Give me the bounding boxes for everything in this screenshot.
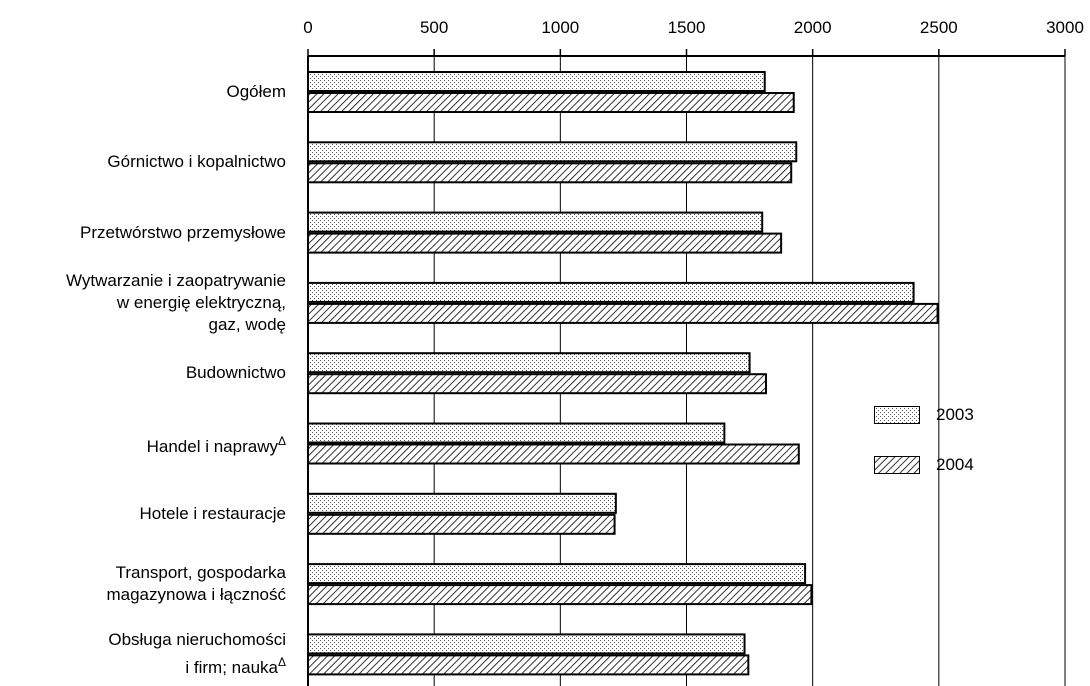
bar-2004-7 bbox=[307, 584, 813, 606]
category-label-line: gaz, wodę bbox=[66, 314, 287, 336]
category-label-line: Hotele i restauracje bbox=[140, 503, 286, 525]
category-label-text: Górnictwo i kopalnictwo bbox=[107, 152, 286, 172]
category-label-0: Ogółem bbox=[226, 81, 286, 103]
tick-label-3000: 3000 bbox=[1046, 18, 1084, 37]
bar-2003-3 bbox=[307, 281, 915, 303]
category-label-text: Transport, gospodarka bbox=[115, 563, 286, 583]
category-label-line: Wytwarzanie i zaopatrywanie bbox=[66, 270, 286, 292]
legend-label-2004: 2004 bbox=[936, 455, 974, 474]
tick-label-500: 500 bbox=[419, 18, 449, 37]
category-label-8: Obsługa nieruchomości i firm; naukaΔ bbox=[108, 630, 286, 680]
category-label-line: Ogółem bbox=[226, 81, 286, 103]
legend-label-2003: 2003 bbox=[936, 405, 974, 424]
category-label-7: Transport, gospodarka magazynowa i łączno… bbox=[106, 562, 286, 606]
bar-2004-6 bbox=[307, 513, 616, 535]
tick-label-2500: 2500 bbox=[919, 18, 958, 37]
bar-2004-3 bbox=[307, 302, 939, 324]
category-label-line: Transport, gospodarka bbox=[106, 562, 286, 584]
bar-2003-1 bbox=[307, 141, 798, 163]
category-label-2: Przetwórstwo przemysłowe bbox=[80, 222, 286, 244]
bar-2003-2 bbox=[307, 211, 764, 233]
bar-2004-0 bbox=[307, 92, 795, 113]
category-label-text: magazynowa i łączność bbox=[106, 585, 286, 605]
tick-label-2000: 2000 bbox=[793, 18, 832, 37]
category-label-line: Obsługa nieruchomości bbox=[108, 630, 286, 652]
legend-swatch-2004 bbox=[874, 456, 920, 474]
tick-label-0: 0 bbox=[303, 18, 313, 37]
category-label-text: gaz, wodę bbox=[208, 314, 287, 334]
bar-2003-4 bbox=[307, 352, 751, 374]
category-label-line: Przetwórstwo przemysłowe bbox=[80, 222, 286, 244]
bar-2003-7 bbox=[307, 563, 807, 585]
tick-label-1000: 1000 bbox=[541, 18, 580, 37]
bar-2004-1 bbox=[307, 162, 793, 184]
category-label-5: Handel i naprawyΔ bbox=[147, 430, 286, 458]
category-label-1: Górnictwo i kopalnictwo bbox=[107, 151, 286, 173]
category-label-text: Wytwarzanie i zaopatrywanie bbox=[66, 270, 286, 290]
tick-label-1500: 1500 bbox=[667, 18, 706, 37]
bar-2004-5 bbox=[307, 443, 800, 465]
bar-2004-2 bbox=[307, 232, 783, 254]
category-label-text: Handel i naprawy bbox=[146, 436, 278, 456]
delta-footnote-marker: Δ bbox=[277, 433, 286, 448]
category-label-line: Handel i naprawyΔ bbox=[147, 430, 286, 458]
category-label-text: Hotele i restauracje bbox=[139, 503, 286, 523]
category-label-text: Przetwórstwo przemysłowe bbox=[80, 222, 286, 242]
delta-footnote-marker: Δ bbox=[277, 655, 286, 670]
category-label-text: Ogółem bbox=[226, 82, 286, 101]
category-label-text: Budownictwo bbox=[185, 363, 286, 383]
category-label-line: magazynowa i łączność bbox=[106, 584, 286, 606]
bar-2003-5 bbox=[307, 422, 726, 444]
category-label-text: w energię elektryczną, bbox=[116, 292, 286, 312]
category-label-line: w energię elektryczną, bbox=[66, 292, 286, 314]
legend-swatch-2003 bbox=[874, 406, 920, 424]
bar-2004-8 bbox=[307, 654, 750, 676]
category-label-line: i firm; naukaΔ bbox=[108, 652, 286, 680]
category-label-3: Wytwarzanie i zaopatrywanie w energię ele… bbox=[66, 270, 286, 336]
category-label-text: Obsługa nieruchomości bbox=[108, 630, 286, 650]
bar-2003-0 bbox=[307, 71, 766, 92]
category-label-text: i firm; nauka bbox=[185, 658, 278, 678]
category-label-6: Hotele i restauracje bbox=[140, 503, 286, 525]
category-label-line: Budownictwo bbox=[186, 362, 286, 384]
bars bbox=[307, 71, 939, 676]
category-label-4: Budownictwo bbox=[186, 362, 286, 384]
bar-2003-8 bbox=[307, 633, 746, 655]
bar-2004-4 bbox=[307, 373, 767, 395]
bar-2003-6 bbox=[307, 492, 617, 514]
axes bbox=[307, 49, 1066, 686]
category-label-line: Górnictwo i kopalnictwo bbox=[107, 151, 286, 173]
